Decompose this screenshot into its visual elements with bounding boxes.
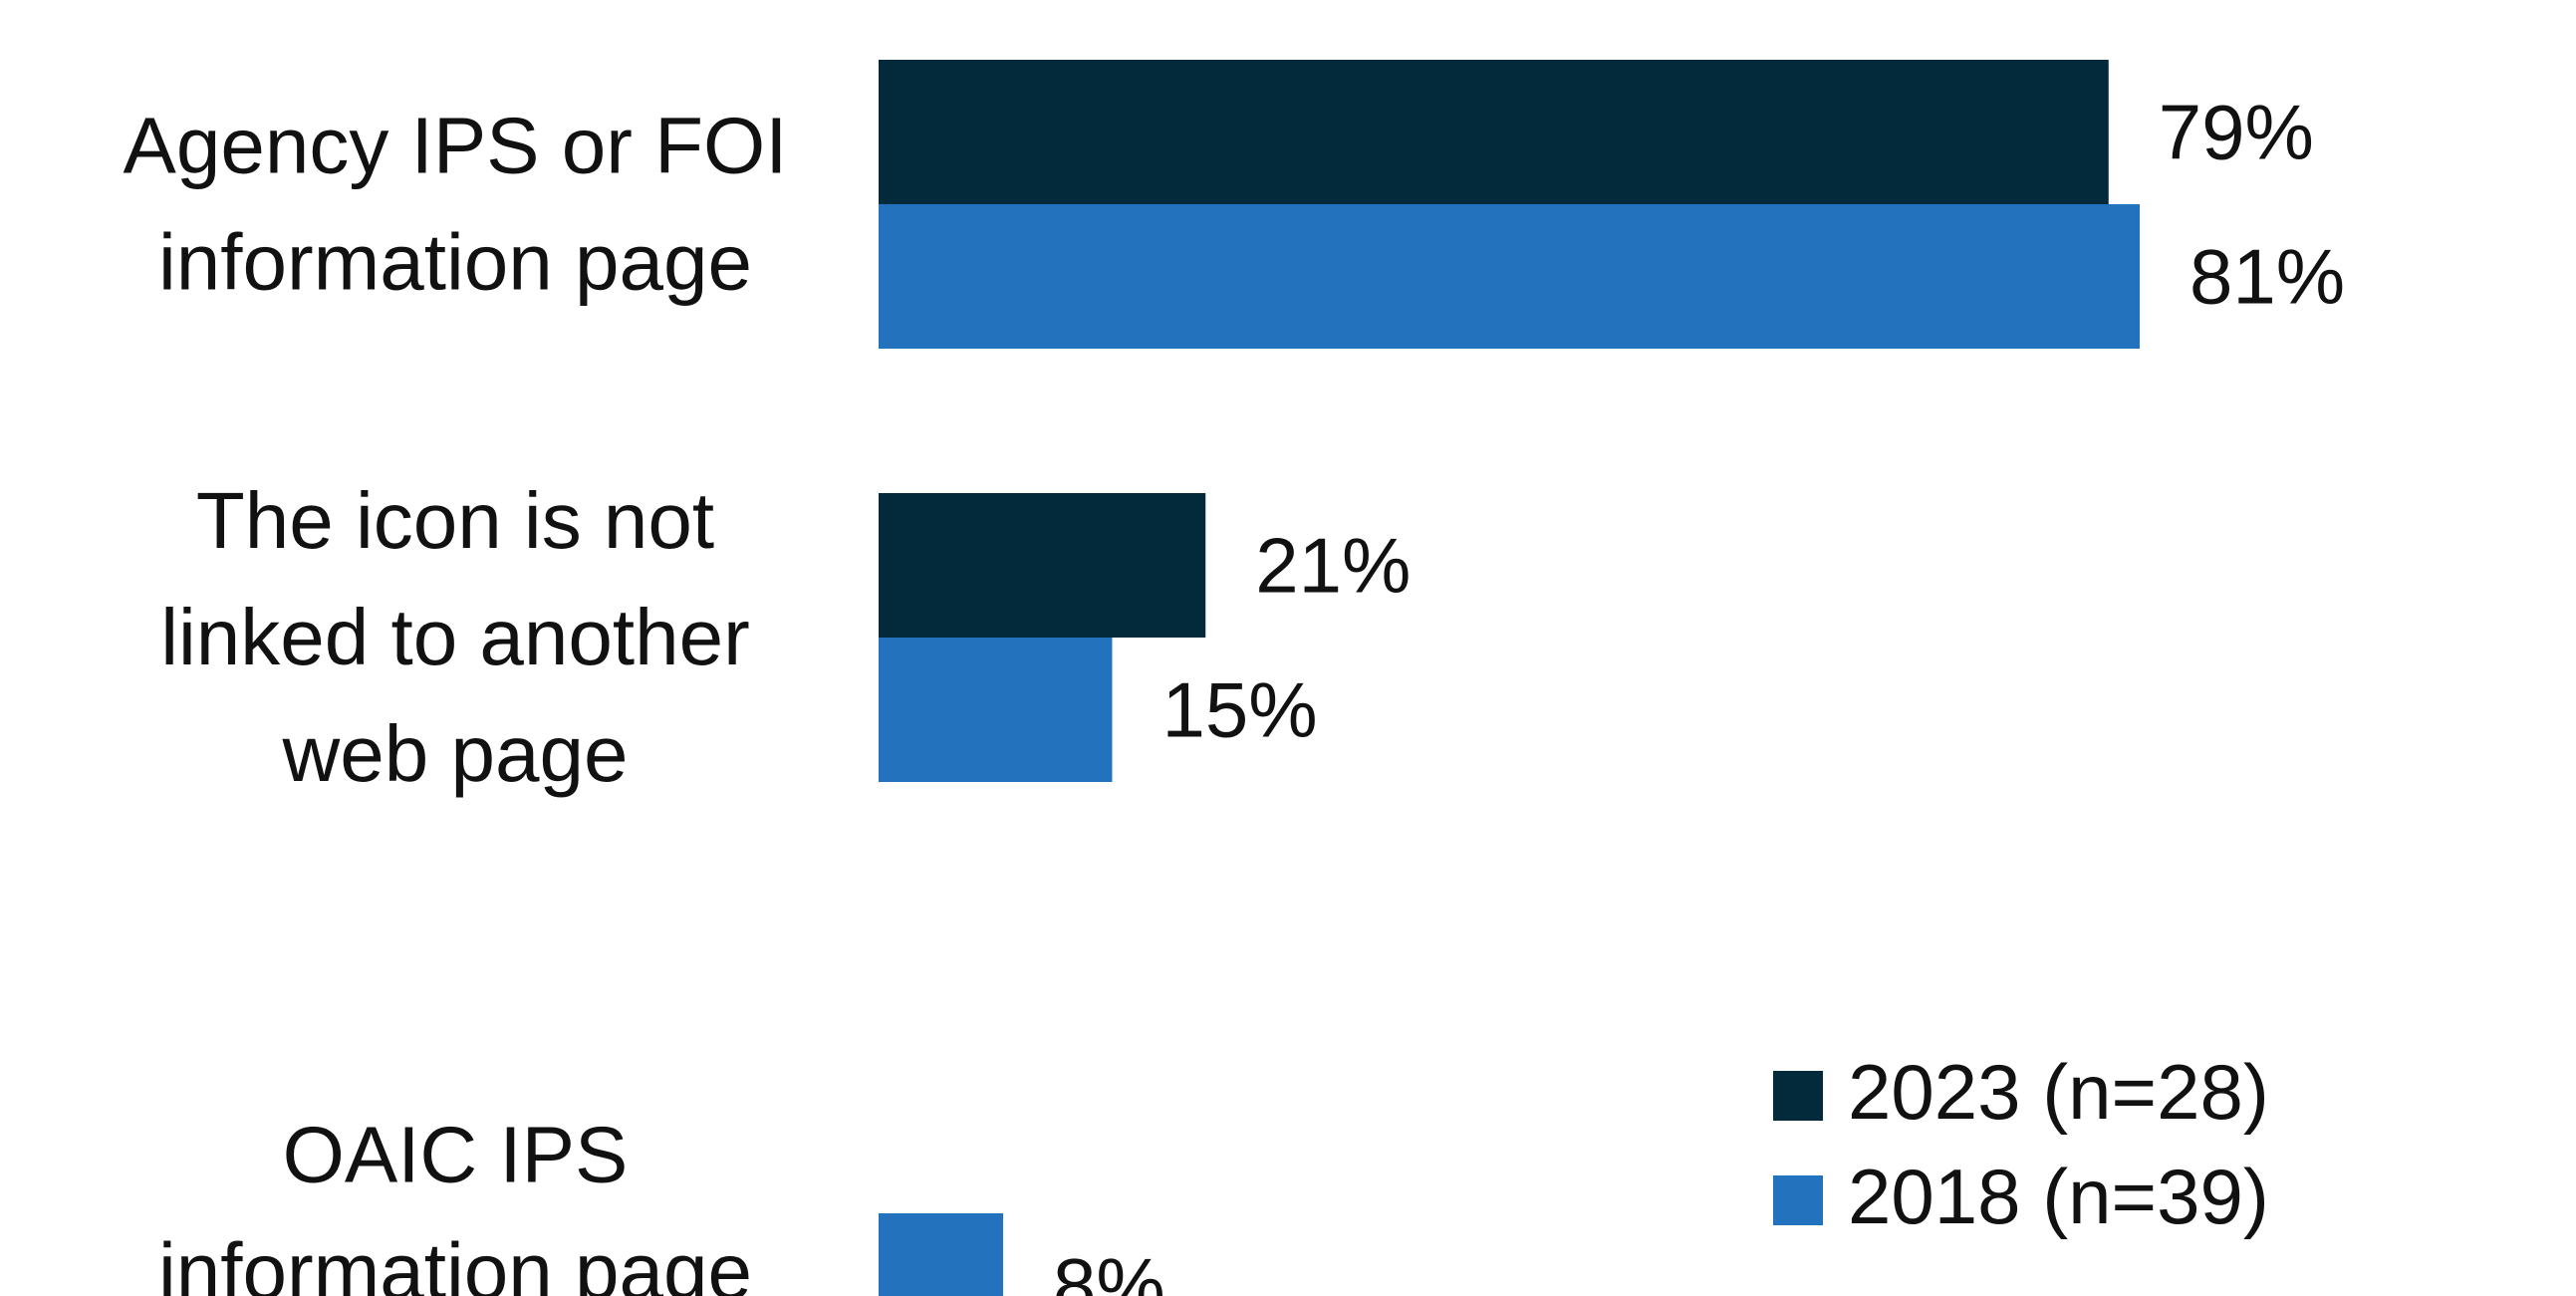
bar-2023-1 bbox=[879, 493, 1206, 638]
category-label: The icon is not bbox=[196, 476, 714, 565]
legend-label: 2018 (n=39) bbox=[1848, 1153, 2269, 1240]
category-label: web page bbox=[282, 709, 629, 798]
bar-2018-0 bbox=[879, 204, 2141, 349]
legend: 2023 (n=28) 2018 (n=39) bbox=[1773, 1048, 2269, 1240]
category-labels: Agency IPS or FOI information page The ico… bbox=[124, 102, 788, 1296]
category-label: OAIC IPS bbox=[283, 1111, 629, 1199]
bar-2023-0 bbox=[879, 60, 2109, 204]
data-label: 21% bbox=[1255, 522, 1411, 610]
category-label: information page bbox=[158, 218, 752, 307]
category-label: linked to another bbox=[160, 593, 750, 681]
data-label: 81% bbox=[2190, 233, 2345, 321]
category-label: Agency IPS or FOI bbox=[124, 102, 788, 190]
bars bbox=[879, 60, 2141, 1296]
data-label: 15% bbox=[1161, 666, 1317, 754]
data-label: 79% bbox=[2159, 89, 2314, 176]
data-label: 8% bbox=[1053, 1242, 1165, 1296]
bar-2018-2 bbox=[879, 1213, 1004, 1296]
legend-label: 2023 (n=28) bbox=[1848, 1048, 2269, 1136]
legend-swatch-2023 bbox=[1773, 1071, 1823, 1121]
value-labels: 79% 81% 21% 15% 8% bbox=[1053, 89, 2345, 1296]
bar-2018-1 bbox=[879, 638, 1113, 782]
legend-swatch-2018 bbox=[1773, 1175, 1823, 1225]
category-label: information page bbox=[158, 1227, 752, 1296]
